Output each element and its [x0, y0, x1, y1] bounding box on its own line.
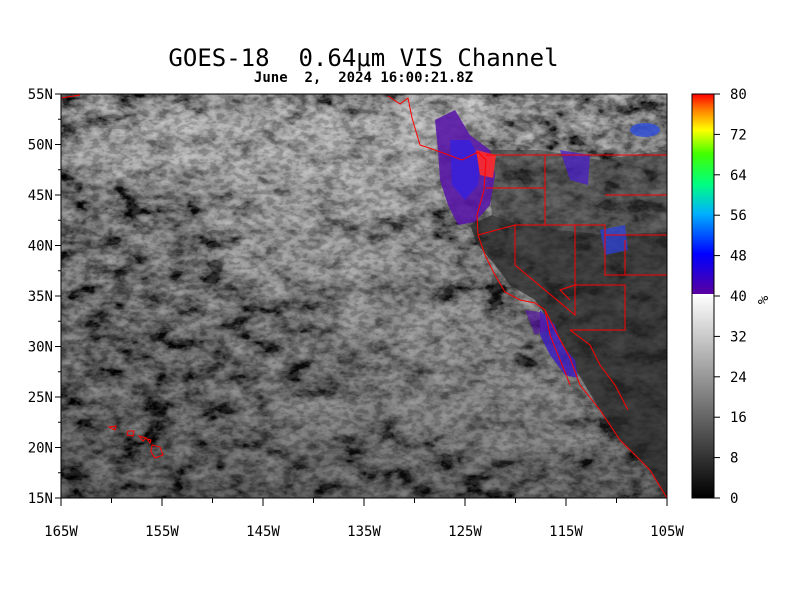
colorbar-label: 80	[730, 87, 747, 103]
colorbar-label: 56	[730, 208, 747, 224]
lat-label: 35N	[28, 289, 53, 305]
latitude-axis: 55N 50N 45N 40N 35N 30N 25N 20N 15N	[28, 87, 61, 507]
colorbar-label: 24	[730, 370, 747, 386]
lat-label: 15N	[28, 491, 53, 507]
chart-title: GOES-18 0.64μm VIS Channel	[168, 44, 559, 72]
lon-label: 125W	[448, 524, 482, 540]
colorbar-color-segment	[692, 94, 714, 294]
colorbar-label: 32	[730, 329, 747, 345]
hawaii-islands	[107, 425, 164, 459]
colorbar-label: 48	[730, 249, 747, 265]
colorbar-label: 64	[730, 168, 747, 184]
colorbar-label: 0	[730, 491, 738, 507]
lat-label: 20N	[28, 441, 53, 457]
colorbar-label: 8	[730, 451, 738, 467]
political-borders	[61, 94, 667, 498]
longitude-axis: 165W 155W 145W 135W 125W 115W 105W	[44, 498, 684, 540]
colorbar-gray-segment	[692, 294, 714, 498]
lon-label: 155W	[145, 524, 179, 540]
lon-label: 165W	[44, 524, 78, 540]
lat-label: 50N	[28, 138, 53, 154]
lon-label: 105W	[650, 524, 684, 540]
lat-label: 30N	[28, 340, 53, 356]
lon-label: 135W	[347, 524, 381, 540]
lat-label: 25N	[28, 390, 53, 406]
colorbar-unit: %	[754, 296, 770, 305]
lat-label: 45N	[28, 188, 53, 204]
lat-label: 55N	[28, 87, 53, 103]
chart-subtitle: June 2, 2024 16:00:21.8Z	[253, 70, 474, 86]
satellite-image	[61, 94, 667, 498]
lon-label: 145W	[246, 524, 280, 540]
lat-label: 40N	[28, 239, 53, 255]
colorbar-label: 40	[730, 289, 747, 305]
lon-label: 115W	[549, 524, 583, 540]
colorbar-label: 16	[730, 410, 747, 426]
colorbar-label: 72	[730, 127, 747, 143]
